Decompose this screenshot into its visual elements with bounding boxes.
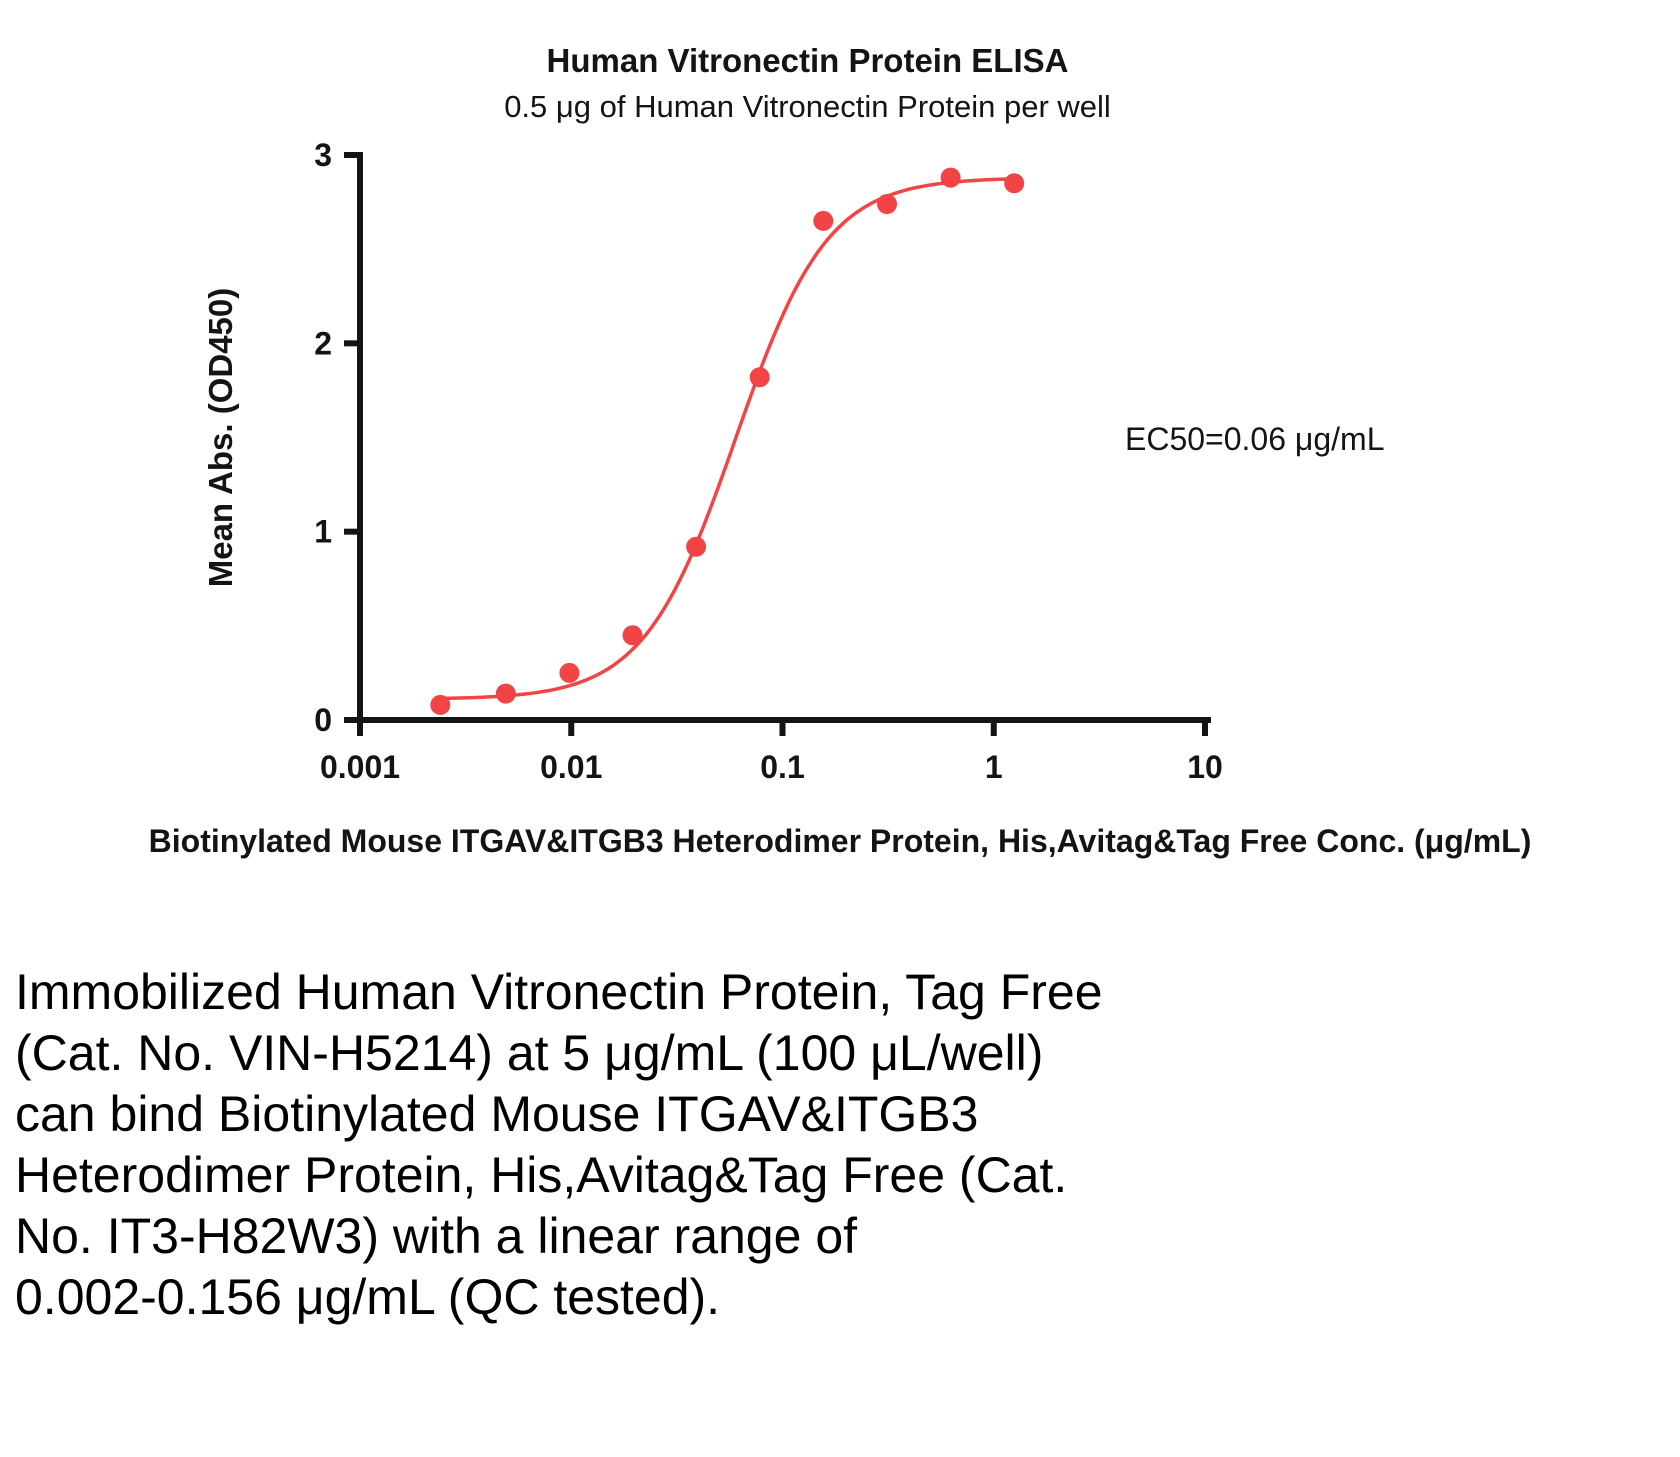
x-tick-label: 0.1 xyxy=(760,749,804,785)
data-point xyxy=(813,210,834,231)
y-tick-label: 2 xyxy=(314,325,332,361)
y-tick-label: 3 xyxy=(314,137,332,173)
x-tick-label: 1 xyxy=(985,749,1003,785)
x-tick-label: 0.001 xyxy=(320,749,400,785)
y-axis-label: Mean Abs. (OD450) xyxy=(202,288,239,588)
data-point xyxy=(877,194,897,214)
elisa-chart-svg: Human Vitronectin Protein ELISA 0.5 μg of… xyxy=(149,42,1532,859)
caption-line: No. IT3-H82W3) with a linear range of xyxy=(15,1208,858,1264)
elisa-chart: Human Vitronectin Protein ELISA 0.5 μg of… xyxy=(149,42,1532,859)
data-point xyxy=(495,683,516,704)
y-tick-label: 0 xyxy=(314,702,332,738)
y-tick-label: 1 xyxy=(314,514,332,550)
ec50-annotation: EC50=0.06 μg/mL xyxy=(1125,421,1384,457)
caption-line: Heterodimer Protein, His,Avitag&Tag Free… xyxy=(15,1147,1068,1203)
caption-line: (Cat. No. VIN-H5214) at 5 μg/mL (100 μL/… xyxy=(15,1025,1044,1081)
caption-line: Immobilized Human Vitronectin Protein, T… xyxy=(15,964,1103,1020)
data-point xyxy=(1004,173,1025,194)
chart-title: Human Vitronectin Protein ELISA xyxy=(547,42,1069,79)
x-axis-label: Biotinylated Mouse ITGAV&ITGB3 Heterodim… xyxy=(149,823,1532,859)
data-point xyxy=(430,694,451,715)
caption-line: 0.002-0.156 μg/mL (QC tested). xyxy=(15,1269,721,1325)
figure-caption: Immobilized Human Vitronectin Protein, T… xyxy=(15,962,1665,1328)
x-tick-label: 0.01 xyxy=(540,749,602,785)
x-tick-label: 10 xyxy=(1187,749,1223,785)
data-point xyxy=(940,167,961,188)
data-point xyxy=(686,536,707,557)
data-point xyxy=(559,662,580,683)
data-point xyxy=(622,625,643,646)
caption-line: can bind Biotinylated Mouse ITGAV&ITGB3 xyxy=(15,1086,979,1142)
fit-curve xyxy=(438,177,1016,701)
data-point xyxy=(749,367,770,388)
chart-subtitle: 0.5 μg of Human Vitronectin Protein per … xyxy=(504,89,1111,124)
